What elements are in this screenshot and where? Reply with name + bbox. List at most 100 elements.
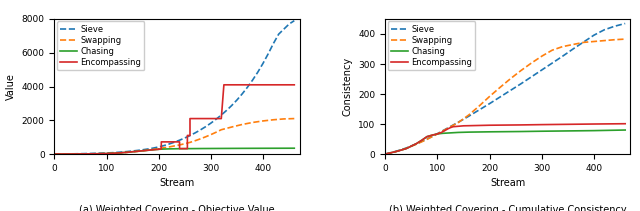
Encompassing — [517, 124, 525, 126]
Chasing — [113, 152, 121, 154]
Sieve — [196, 129, 204, 131]
Chasing — [439, 132, 447, 135]
Encompassing — [176, 147, 184, 150]
Encompassing — [403, 147, 410, 150]
Swapping — [170, 145, 178, 147]
Chasing — [621, 129, 629, 131]
Chasing — [51, 153, 58, 155]
Swapping — [196, 138, 204, 140]
Swapping — [465, 114, 472, 116]
Encompassing — [72, 153, 79, 155]
Encompassing — [442, 129, 449, 132]
Encompassing — [140, 149, 147, 152]
Sieve — [434, 132, 442, 135]
Sieve — [150, 147, 157, 149]
Encompassing — [118, 151, 126, 154]
Sieve — [418, 140, 426, 143]
Swapping — [61, 153, 68, 155]
Swapping — [387, 152, 394, 154]
Swapping — [507, 77, 515, 80]
Chasing — [165, 148, 173, 150]
Sieve — [218, 114, 225, 116]
Chasing — [454, 131, 462, 134]
Sieve — [170, 141, 178, 143]
Swapping — [102, 152, 110, 155]
Sieve — [285, 23, 293, 25]
Chasing — [155, 148, 163, 151]
Sieve — [275, 33, 282, 35]
Sieve — [102, 152, 110, 154]
Swapping — [134, 150, 141, 153]
Sieve — [580, 41, 588, 43]
Sieve — [249, 79, 257, 81]
Sieve — [559, 55, 566, 57]
Sieve — [590, 34, 598, 37]
Line: Swapping: Swapping — [54, 119, 294, 154]
Chasing — [160, 148, 168, 150]
Sieve — [181, 137, 189, 139]
Encompassing — [444, 128, 452, 130]
Sieve — [465, 115, 472, 118]
Sieve — [569, 48, 577, 50]
Encompassing — [413, 142, 420, 145]
Encompassing — [460, 124, 467, 127]
Swapping — [269, 119, 277, 121]
Chasing — [564, 130, 572, 132]
Chasing — [465, 131, 472, 133]
Encompassing — [124, 151, 131, 154]
Sieve — [454, 121, 462, 123]
Sieve — [160, 144, 168, 147]
Line: Sieve: Sieve — [54, 21, 294, 154]
Sieve — [87, 152, 95, 155]
Encompassing — [436, 132, 444, 134]
Swapping — [145, 149, 152, 151]
Chasing — [118, 151, 126, 154]
Sieve — [97, 152, 105, 154]
Encompassing — [155, 148, 163, 150]
Chasing — [259, 147, 267, 150]
Encompassing — [113, 152, 121, 154]
Sieve — [254, 71, 262, 73]
Line: Encompassing: Encompassing — [54, 85, 294, 154]
Sieve — [124, 150, 131, 153]
Sieve — [233, 99, 241, 101]
Sieve — [155, 146, 163, 148]
Sieve — [223, 109, 230, 112]
Encompassing — [145, 149, 152, 151]
Sieve — [145, 148, 152, 150]
Swapping — [590, 40, 598, 43]
Sieve — [548, 62, 556, 64]
Chasing — [486, 131, 493, 133]
Y-axis label: Value: Value — [6, 73, 16, 100]
Swapping — [160, 146, 168, 149]
Encompassing — [184, 147, 191, 150]
Swapping — [72, 153, 79, 155]
Sieve — [264, 53, 272, 55]
Encompassing — [564, 123, 572, 126]
Sieve — [428, 135, 436, 138]
Swapping — [476, 105, 483, 107]
Sieve — [191, 132, 199, 134]
Chasing — [207, 147, 214, 150]
Text: (b) Weighted Covering - Cumulative Consistency: (b) Weighted Covering - Cumulative Consi… — [389, 205, 627, 211]
Swapping — [486, 95, 493, 98]
Encompassing — [220, 84, 228, 86]
Swapping — [118, 151, 126, 154]
Chasing — [418, 139, 426, 142]
Chasing — [428, 134, 436, 136]
Encompassing — [434, 133, 442, 135]
Sieve — [392, 150, 399, 153]
Sieve — [517, 83, 525, 85]
Swapping — [559, 45, 566, 48]
Encompassing — [418, 139, 426, 142]
Swapping — [202, 135, 209, 138]
Sieve — [408, 145, 415, 147]
Swapping — [181, 142, 189, 145]
Swapping — [124, 151, 131, 154]
Swapping — [569, 43, 577, 46]
Sieve — [387, 151, 394, 154]
Sieve — [202, 125, 209, 128]
Sieve — [77, 152, 84, 155]
Encompassing — [423, 135, 431, 138]
Sieve — [621, 22, 629, 25]
